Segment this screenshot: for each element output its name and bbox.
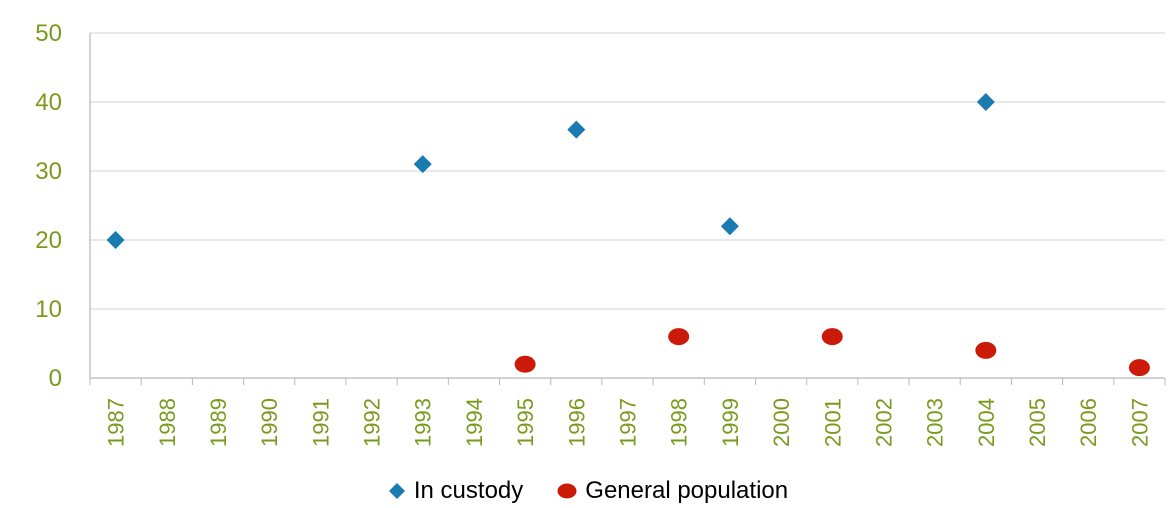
legend-item-general-population: General population [557, 479, 788, 503]
x-tick-label: 2003 [923, 398, 948, 447]
x-tick-label: 1999 [718, 398, 743, 447]
x-tick-label: 1994 [462, 398, 487, 447]
in-custody-point [413, 155, 432, 174]
x-tick-label: 2005 [1025, 398, 1050, 447]
in-custody-point [567, 120, 586, 139]
x-tick-label: 2000 [769, 398, 794, 447]
x-tick-label: 1998 [667, 398, 692, 447]
x-tick-label: 1989 [206, 398, 231, 447]
x-tick-label: 1988 [155, 398, 180, 447]
in-custody-point [976, 93, 995, 111]
data-points [106, 93, 1150, 377]
x-tick-label: 1993 [411, 398, 436, 447]
x-tick-label: 1991 [308, 398, 333, 447]
y-tick-label: 30 [35, 158, 62, 185]
in-custody-point [106, 231, 125, 249]
scatter-chart: 0 10 20 30 40 50 1987 1988 1989 1990 1991 1992 1993… [35, 20, 1166, 447]
x-tick-label: 1995 [513, 398, 538, 447]
x-tick-label: 2007 [1127, 398, 1152, 447]
general-population-point [668, 328, 690, 346]
general-population-point [514, 355, 536, 373]
x-tick-label: 1996 [564, 398, 589, 447]
legend: In custody General population [0, 474, 1176, 508]
y-tick-label: 10 [35, 296, 62, 323]
general-population-point [821, 328, 843, 346]
x-tick-label: 1987 [104, 398, 129, 447]
general-population-point [1128, 359, 1150, 377]
y-axis-ticks: 0 10 20 30 40 50 [35, 20, 62, 392]
legend-label-in-custody: In custody [413, 477, 524, 504]
general-population-point [975, 341, 997, 359]
y-tick-label: 20 [35, 227, 62, 254]
x-tick-label: 1997 [616, 398, 641, 447]
gridlines [90, 32, 1165, 310]
x-tick-label: 2002 [871, 398, 896, 447]
in-custody-point [720, 217, 739, 236]
diamond-marker-icon [388, 483, 405, 499]
y-tick-label: 50 [35, 20, 62, 47]
legend-label-general-population: General population [585, 477, 789, 504]
x-tick-label: 2001 [820, 398, 845, 447]
circle-marker-icon [557, 483, 577, 499]
y-tick-label: 0 [49, 365, 62, 392]
y-tick-label: 40 [35, 89, 62, 116]
x-tick-label: 1992 [360, 398, 385, 447]
legend-item-in-custody: In custody [388, 479, 523, 503]
x-tick-label: 2004 [974, 398, 999, 447]
axes [89, 33, 1166, 385]
x-tick-label: 2006 [1076, 398, 1101, 447]
x-tick-label: 1990 [257, 398, 282, 447]
x-axis-ticks: 1987 1988 1989 1990 1991 1992 1993 1994 1995 1996… [104, 398, 1153, 447]
